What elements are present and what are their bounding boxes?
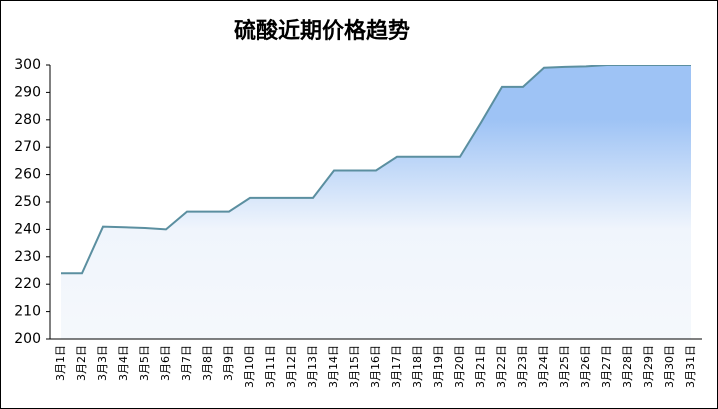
x-tick-label: 3月30日 — [663, 345, 676, 388]
area — [61, 65, 691, 339]
line — [61, 65, 691, 275]
y-tick-label: 230 — [14, 249, 41, 265]
x-tick-label: 3月13日 — [306, 345, 319, 388]
y-tick-label: 290 — [14, 84, 41, 100]
x-tick-label: 3月19日 — [432, 345, 445, 388]
y-tick-label: 300 — [14, 57, 41, 73]
x-tick-label: 3月15日 — [348, 345, 361, 388]
y-tick-label: 260 — [14, 167, 41, 183]
x-tick-label: 3月8日 — [201, 345, 214, 381]
x-tick-label: 3月18日 — [411, 345, 424, 388]
x-tick-label: 3月26日 — [579, 345, 592, 388]
x-tick-label: 3月27日 — [600, 345, 613, 388]
x-tick-label: 3月10日 — [243, 345, 256, 388]
x-tick-label: 3月6日 — [159, 345, 172, 381]
x-tick-label: 3月22日 — [495, 345, 508, 388]
x-tick-label: 3月28日 — [621, 345, 634, 388]
x-tick-label: 3月11日 — [264, 345, 277, 388]
x-tick-label: 3月17日 — [390, 345, 403, 388]
y-tick-label: 250 — [14, 194, 41, 210]
x-tick-label: 3月24日 — [537, 345, 550, 388]
chart-title: 硫酸近期价格趋势 — [234, 18, 410, 44]
x-tick-label: 3月5日 — [138, 345, 151, 381]
plot-area — [61, 65, 691, 339]
x-tick-label: 3月1日 — [54, 345, 67, 381]
x-tick-label: 3月21日 — [474, 345, 487, 388]
x-tick-label: 3月16日 — [369, 345, 382, 388]
x-tick-label: 3月7日 — [180, 345, 193, 381]
x-tick-label: 3月23日 — [516, 345, 529, 388]
y-tick-label: 210 — [14, 304, 41, 320]
x-tick-label: 3月2日 — [75, 345, 88, 381]
y-tick-label: 220 — [14, 276, 41, 292]
y-tick-label: 240 — [14, 221, 41, 237]
y-tick-label: 270 — [14, 139, 41, 155]
x-tick-label: 3月9日 — [222, 345, 235, 381]
x-tick-label: 3月29日 — [642, 345, 655, 388]
x-tick-label: 3月20日 — [453, 345, 466, 388]
x-tick-label: 3月4日 — [117, 345, 130, 381]
x-tick-label: 3月25日 — [558, 345, 571, 388]
x-tick-label: 3月3日 — [96, 345, 109, 381]
x-tick-label: 3月31日 — [684, 345, 697, 388]
x-tick-label: 3月12日 — [285, 345, 298, 388]
y-tick-label: 280 — [14, 112, 41, 128]
x-tick-label: 3月14日 — [327, 345, 340, 388]
y-tick-label: 200 — [14, 331, 41, 347]
